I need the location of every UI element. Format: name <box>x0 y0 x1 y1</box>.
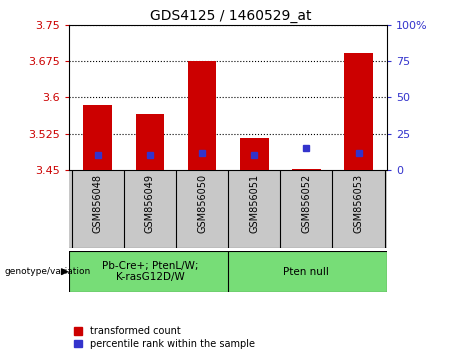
Text: GDS4125 / 1460529_at: GDS4125 / 1460529_at <box>150 9 311 23</box>
Text: Pb-Cre+; PtenL/W;
K-rasG12D/W: Pb-Cre+; PtenL/W; K-rasG12D/W <box>102 261 198 282</box>
Bar <box>292 169 321 170</box>
Text: GSM856049: GSM856049 <box>145 174 155 233</box>
Text: GSM856053: GSM856053 <box>354 174 364 233</box>
Bar <box>83 105 112 170</box>
Text: GSM856051: GSM856051 <box>249 174 259 233</box>
Bar <box>136 114 164 170</box>
Text: GSM856050: GSM856050 <box>197 174 207 233</box>
Text: Pten null: Pten null <box>284 267 329 277</box>
Bar <box>188 61 217 170</box>
Text: genotype/variation: genotype/variation <box>5 267 91 276</box>
Bar <box>344 53 373 170</box>
Text: GSM856048: GSM856048 <box>93 174 103 233</box>
Legend: transformed count, percentile rank within the sample: transformed count, percentile rank withi… <box>74 326 254 349</box>
Bar <box>240 138 269 170</box>
Text: GSM856052: GSM856052 <box>301 174 312 233</box>
